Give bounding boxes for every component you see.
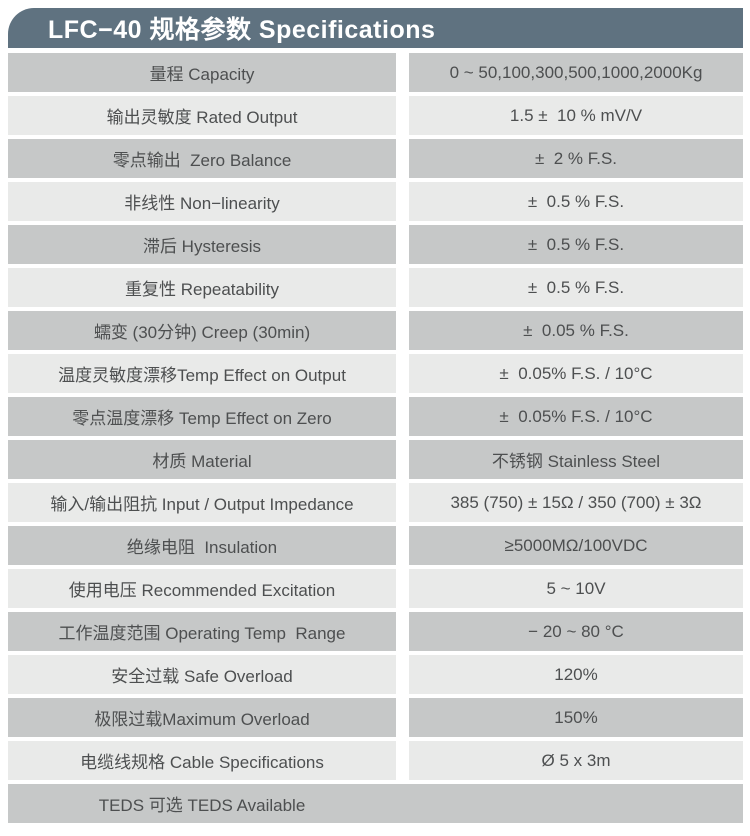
spec-value: 不锈钢 Stainless Steel bbox=[409, 440, 743, 479]
table-row: 极限过载Maximum Overload 150% bbox=[8, 698, 743, 737]
spec-value: Ø 5 x 3m bbox=[409, 741, 743, 780]
spec-label: 极限过载Maximum Overload bbox=[8, 698, 396, 737]
spec-value: ± 0.5 % F.S. bbox=[409, 268, 743, 307]
spec-value: ± 0.5 % F.S. bbox=[409, 182, 743, 221]
page-title: LFC−40 规格参数 Specifications bbox=[48, 16, 436, 44]
table-row-teds: TEDS 可选 TEDS Available bbox=[8, 784, 743, 823]
table-row: 零点输出 Zero Balance ± 2 % F.S. bbox=[8, 139, 743, 178]
spec-value: ± 0.05% F.S. / 10°C bbox=[409, 397, 743, 436]
spec-value: ± 0.05% F.S. / 10°C bbox=[409, 354, 743, 393]
spec-value: ± 0.5 % F.S. bbox=[409, 225, 743, 264]
spec-value: ≥5000MΩ/100VDC bbox=[409, 526, 743, 565]
spec-label: 零点输出 Zero Balance bbox=[8, 139, 396, 178]
spec-label: 输入/输出阻抗 Input / Output Impedance bbox=[8, 483, 396, 522]
spec-label: 蠕变 (30分钟) Creep (30min) bbox=[8, 311, 396, 350]
table-row: 重复性 Repeatability ± 0.5 % F.S. bbox=[8, 268, 743, 307]
spec-label: TEDS 可选 TEDS Available bbox=[98, 796, 306, 815]
table-row: 电缆线规格 Cable Specifications Ø 5 x 3m bbox=[8, 741, 743, 780]
spec-label: 安全过载 Safe Overload bbox=[8, 655, 396, 694]
table-row: 蠕变 (30分钟) Creep (30min) ± 0.05 % F.S. bbox=[8, 311, 743, 350]
spec-label: 非线性 Non−linearity bbox=[8, 182, 396, 221]
table-row: 零点温度漂移 Temp Effect on Zero ± 0.05% F.S. … bbox=[8, 397, 743, 436]
spec-label: 工作温度范围 Operating Temp Range bbox=[8, 612, 396, 651]
spec-sheet-header: LFC−40 规格参数 Specifications bbox=[8, 8, 743, 48]
spec-table: 量程 Capacity 0 ~ 50,100,300,500,1000,2000… bbox=[8, 53, 743, 823]
table-row: 量程 Capacity 0 ~ 50,100,300,500,1000,2000… bbox=[8, 53, 743, 92]
spec-value: ± 2 % F.S. bbox=[409, 139, 743, 178]
spec-value: 150% bbox=[409, 698, 743, 737]
spec-label: 输出灵敏度 Rated Output bbox=[8, 96, 396, 135]
table-row: 材质 Material 不锈钢 Stainless Steel bbox=[8, 440, 743, 479]
table-row: 安全过载 Safe Overload 120% bbox=[8, 655, 743, 694]
spec-value: − 20 ~ 80 °C bbox=[409, 612, 743, 651]
spec-value: 385 (750) ± 15Ω / 350 (700) ± 3Ω bbox=[409, 483, 743, 522]
spec-label: 电缆线规格 Cable Specifications bbox=[8, 741, 396, 780]
spec-label: 滞后 Hysteresis bbox=[8, 225, 396, 264]
spec-label: 零点温度漂移 Temp Effect on Zero bbox=[8, 397, 396, 436]
spec-label: 量程 Capacity bbox=[8, 53, 396, 92]
table-row: 温度灵敏度漂移Temp Effect on Output ± 0.05% F.S… bbox=[8, 354, 743, 393]
spec-label-full: TEDS 可选 TEDS Available bbox=[8, 784, 743, 823]
table-row: 使用电压 Recommended Excitation 5 ~ 10V bbox=[8, 569, 743, 608]
spec-label: 重复性 Repeatability bbox=[8, 268, 396, 307]
table-row: 输出灵敏度 Rated Output 1.5 ± 10 % mV/V bbox=[8, 96, 743, 135]
spec-label: 温度灵敏度漂移Temp Effect on Output bbox=[8, 354, 396, 393]
spec-label: 使用电压 Recommended Excitation bbox=[8, 569, 396, 608]
spec-value: 5 ~ 10V bbox=[409, 569, 743, 608]
spec-value: ± 0.05 % F.S. bbox=[409, 311, 743, 350]
spec-label: 绝缘电阻 Insulation bbox=[8, 526, 396, 565]
table-row: 滞后 Hysteresis ± 0.5 % F.S. bbox=[8, 225, 743, 264]
table-row: 输入/输出阻抗 Input / Output Impedance 385 (75… bbox=[8, 483, 743, 522]
table-row: 非线性 Non−linearity ± 0.5 % F.S. bbox=[8, 182, 743, 221]
spec-value: 1.5 ± 10 % mV/V bbox=[409, 96, 743, 135]
spec-value: 120% bbox=[409, 655, 743, 694]
table-row: 工作温度范围 Operating Temp Range − 20 ~ 80 °C bbox=[8, 612, 743, 651]
table-row: 绝缘电阻 Insulation ≥5000MΩ/100VDC bbox=[8, 526, 743, 565]
spec-label: 材质 Material bbox=[8, 440, 396, 479]
spec-value: 0 ~ 50,100,300,500,1000,2000Kg bbox=[409, 53, 743, 92]
